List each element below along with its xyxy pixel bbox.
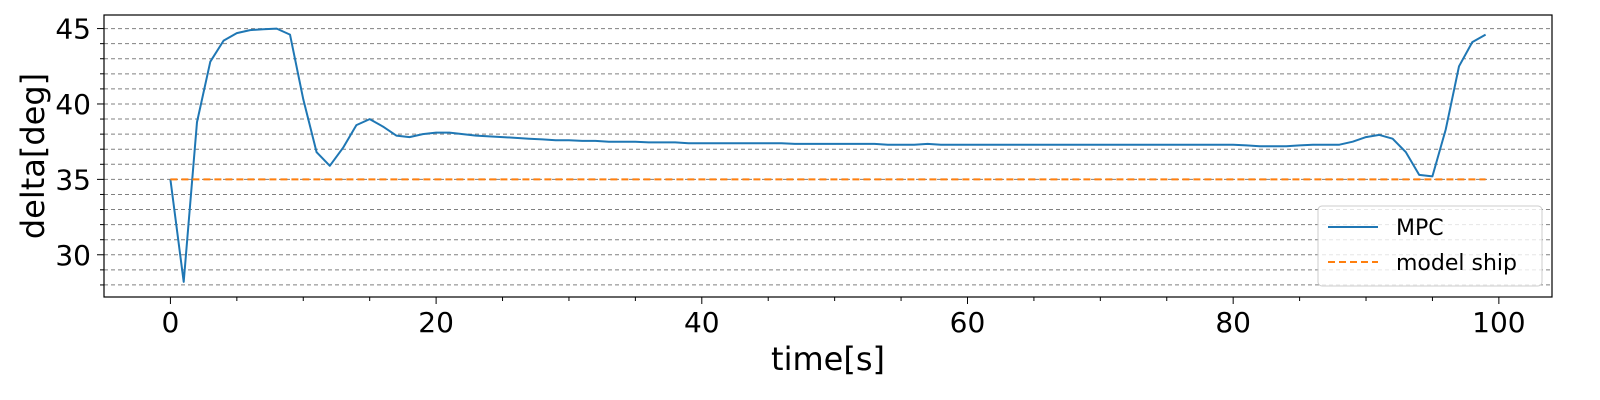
x-tick-label: 20	[418, 306, 454, 339]
grid-lines	[104, 28, 1552, 286]
y-tick-label: 40	[55, 88, 91, 121]
legend: MPC model ship	[1317, 205, 1543, 287]
plot-frame	[103, 14, 1553, 298]
x-axis-label: time[s]	[771, 340, 885, 378]
x-tick-label: 40	[684, 306, 720, 339]
y-axis-label: delta[deg]	[14, 73, 52, 239]
x-tick-label: 80	[1215, 306, 1251, 339]
legend-label: MPC	[1396, 216, 1444, 241]
x-tick-label: 100	[1472, 306, 1525, 339]
series-layer	[169, 27, 1487, 283]
legend-label: model ship	[1396, 251, 1517, 276]
x-tick-label: 0	[162, 306, 180, 339]
series-line-mpc	[169, 27, 1487, 283]
y-tick-label: 30	[55, 239, 91, 272]
y-tick-label: 45	[55, 13, 91, 46]
x-axis: 0 20 40 60 80 100	[162, 297, 1526, 339]
y-axis: 30 35 40 45	[55, 13, 104, 286]
y-tick-label: 35	[55, 163, 91, 196]
x-tick-label: 60	[950, 306, 986, 339]
